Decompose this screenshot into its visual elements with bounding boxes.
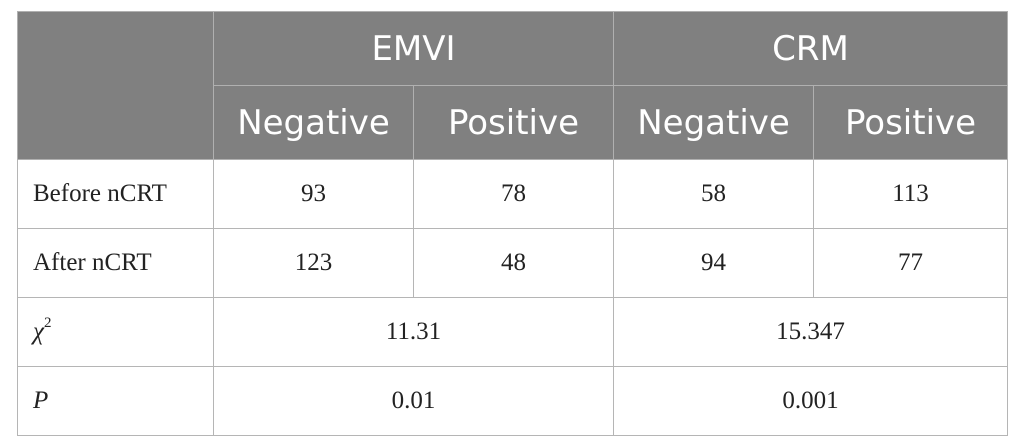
header-group-crm: CRM xyxy=(613,11,1009,86)
cell-emvi-positive: 78 xyxy=(412,159,615,229)
header-corner-cell xyxy=(17,11,214,160)
cell-crm-p-value: 0.001 xyxy=(613,366,1009,436)
p-value-label: P xyxy=(17,366,214,436)
row-label: Before nCRT xyxy=(17,159,214,229)
subheader-crm-negative: Negative xyxy=(613,85,815,160)
results-table: EMVI CRM Negative Positive Negative Posi… xyxy=(17,11,1009,436)
cell-emvi-p-value: 0.01 xyxy=(212,366,615,436)
chi-superscript: 2 xyxy=(44,315,52,331)
chi-symbol: χ xyxy=(33,318,44,345)
header-row-groups: EMVI CRM xyxy=(17,11,1009,160)
table-row-p-value: P 0.01 0.001 xyxy=(17,366,1009,436)
header-group-emvi: EMVI xyxy=(212,11,615,86)
chi-square-label: χ2 xyxy=(17,297,214,367)
cell-crm-chi-square: 15.347 xyxy=(613,297,1009,367)
subheader-emvi-negative: Negative xyxy=(213,85,414,160)
cell-crm-positive: 113 xyxy=(813,159,1009,229)
subheader-crm-positive: Positive xyxy=(813,85,1009,160)
cell-crm-negative: 58 xyxy=(613,159,815,229)
cell-emvi-negative: 123 xyxy=(213,228,414,298)
table-row-chi-square: χ2 11.31 15.347 xyxy=(17,297,1009,367)
cell-crm-negative: 94 xyxy=(613,228,815,298)
table-row-after-ncrt: After nCRT 123 48 94 77 xyxy=(17,228,1009,298)
cell-emvi-positive: 48 xyxy=(412,228,615,298)
table-row-before-ncrt: Before nCRT 93 78 58 113 xyxy=(17,159,1009,229)
header-row-subheaders: Negative Positive Negative Positive xyxy=(18,85,1009,160)
cell-crm-positive: 77 xyxy=(813,228,1009,298)
cell-emvi-chi-square: 11.31 xyxy=(212,297,615,367)
row-label: After nCRT xyxy=(17,228,214,298)
cell-emvi-negative: 93 xyxy=(213,159,414,229)
subheader-emvi-positive: Positive xyxy=(412,85,615,160)
